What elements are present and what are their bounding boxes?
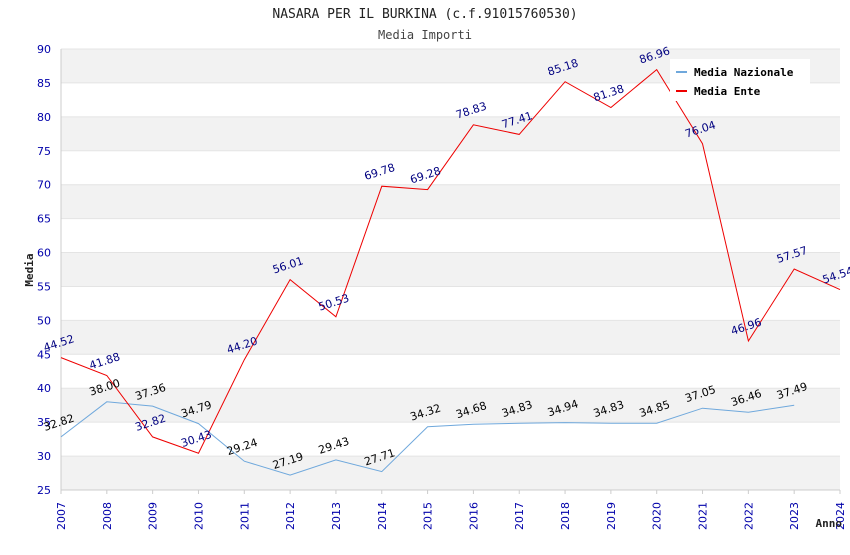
y-tick-label: 65 — [37, 213, 51, 226]
x-tick-label: 2010 — [192, 502, 205, 530]
legend-box — [670, 59, 810, 101]
x-tick-label: 2022 — [742, 502, 755, 530]
legend-label: Media Nazionale — [694, 66, 794, 79]
y-tick-label: 80 — [37, 111, 51, 124]
x-tick-label: 2024 — [834, 502, 847, 530]
y-tick-label: 90 — [37, 43, 51, 56]
grid-band — [61, 252, 840, 287]
x-tick-label: 2013 — [330, 502, 343, 530]
x-tick-label: 2016 — [467, 502, 480, 530]
y-tick-label: 40 — [37, 382, 51, 395]
chart-subtitle: Media Importi — [378, 28, 472, 42]
series-line-media-nazionale — [60, 401, 795, 476]
x-tick-label: 2023 — [788, 502, 801, 530]
x-tick-label: 2009 — [147, 502, 160, 530]
x-tick-label: 2019 — [605, 502, 618, 530]
x-tick-label: 2018 — [559, 502, 572, 530]
grid-band — [61, 456, 840, 490]
x-tick-label: 2021 — [697, 502, 710, 530]
x-tick-label: 2014 — [376, 502, 389, 530]
y-tick-label: 85 — [37, 77, 51, 90]
x-axis-label: Anno — [816, 517, 843, 530]
y-tick-label: 30 — [37, 450, 51, 463]
grid-band — [61, 116, 840, 151]
grid-band — [61, 388, 840, 423]
x-tick-label: 2008 — [101, 502, 114, 530]
x-tick-label: 2017 — [513, 502, 526, 530]
y-tick-label: 60 — [37, 247, 51, 260]
x-tick-label: 2015 — [422, 502, 435, 530]
y-tick-label: 75 — [37, 145, 51, 158]
y-axis-label: Media — [23, 253, 36, 286]
y-tick-label: 25 — [37, 484, 51, 497]
x-tick-label: 2007 — [55, 502, 68, 530]
grid-band — [61, 320, 840, 355]
y-tick-label: 55 — [37, 280, 51, 293]
x-tick-label: 2011 — [238, 502, 251, 530]
y-tick-label: 50 — [37, 314, 51, 327]
x-tick-label: 2012 — [284, 502, 297, 530]
y-tick-label: 70 — [37, 179, 51, 192]
y-tick-label: 35 — [37, 416, 51, 429]
legend-label: Media Ente — [694, 85, 761, 98]
chart-title: NASARA PER IL BURKINA (c.f.91015760530) — [272, 7, 577, 22]
series-line-media-ente — [60, 68, 841, 454]
x-tick-label: 2020 — [651, 502, 664, 530]
y-tick-label: 45 — [37, 348, 51, 361]
grid-band — [61, 184, 840, 219]
